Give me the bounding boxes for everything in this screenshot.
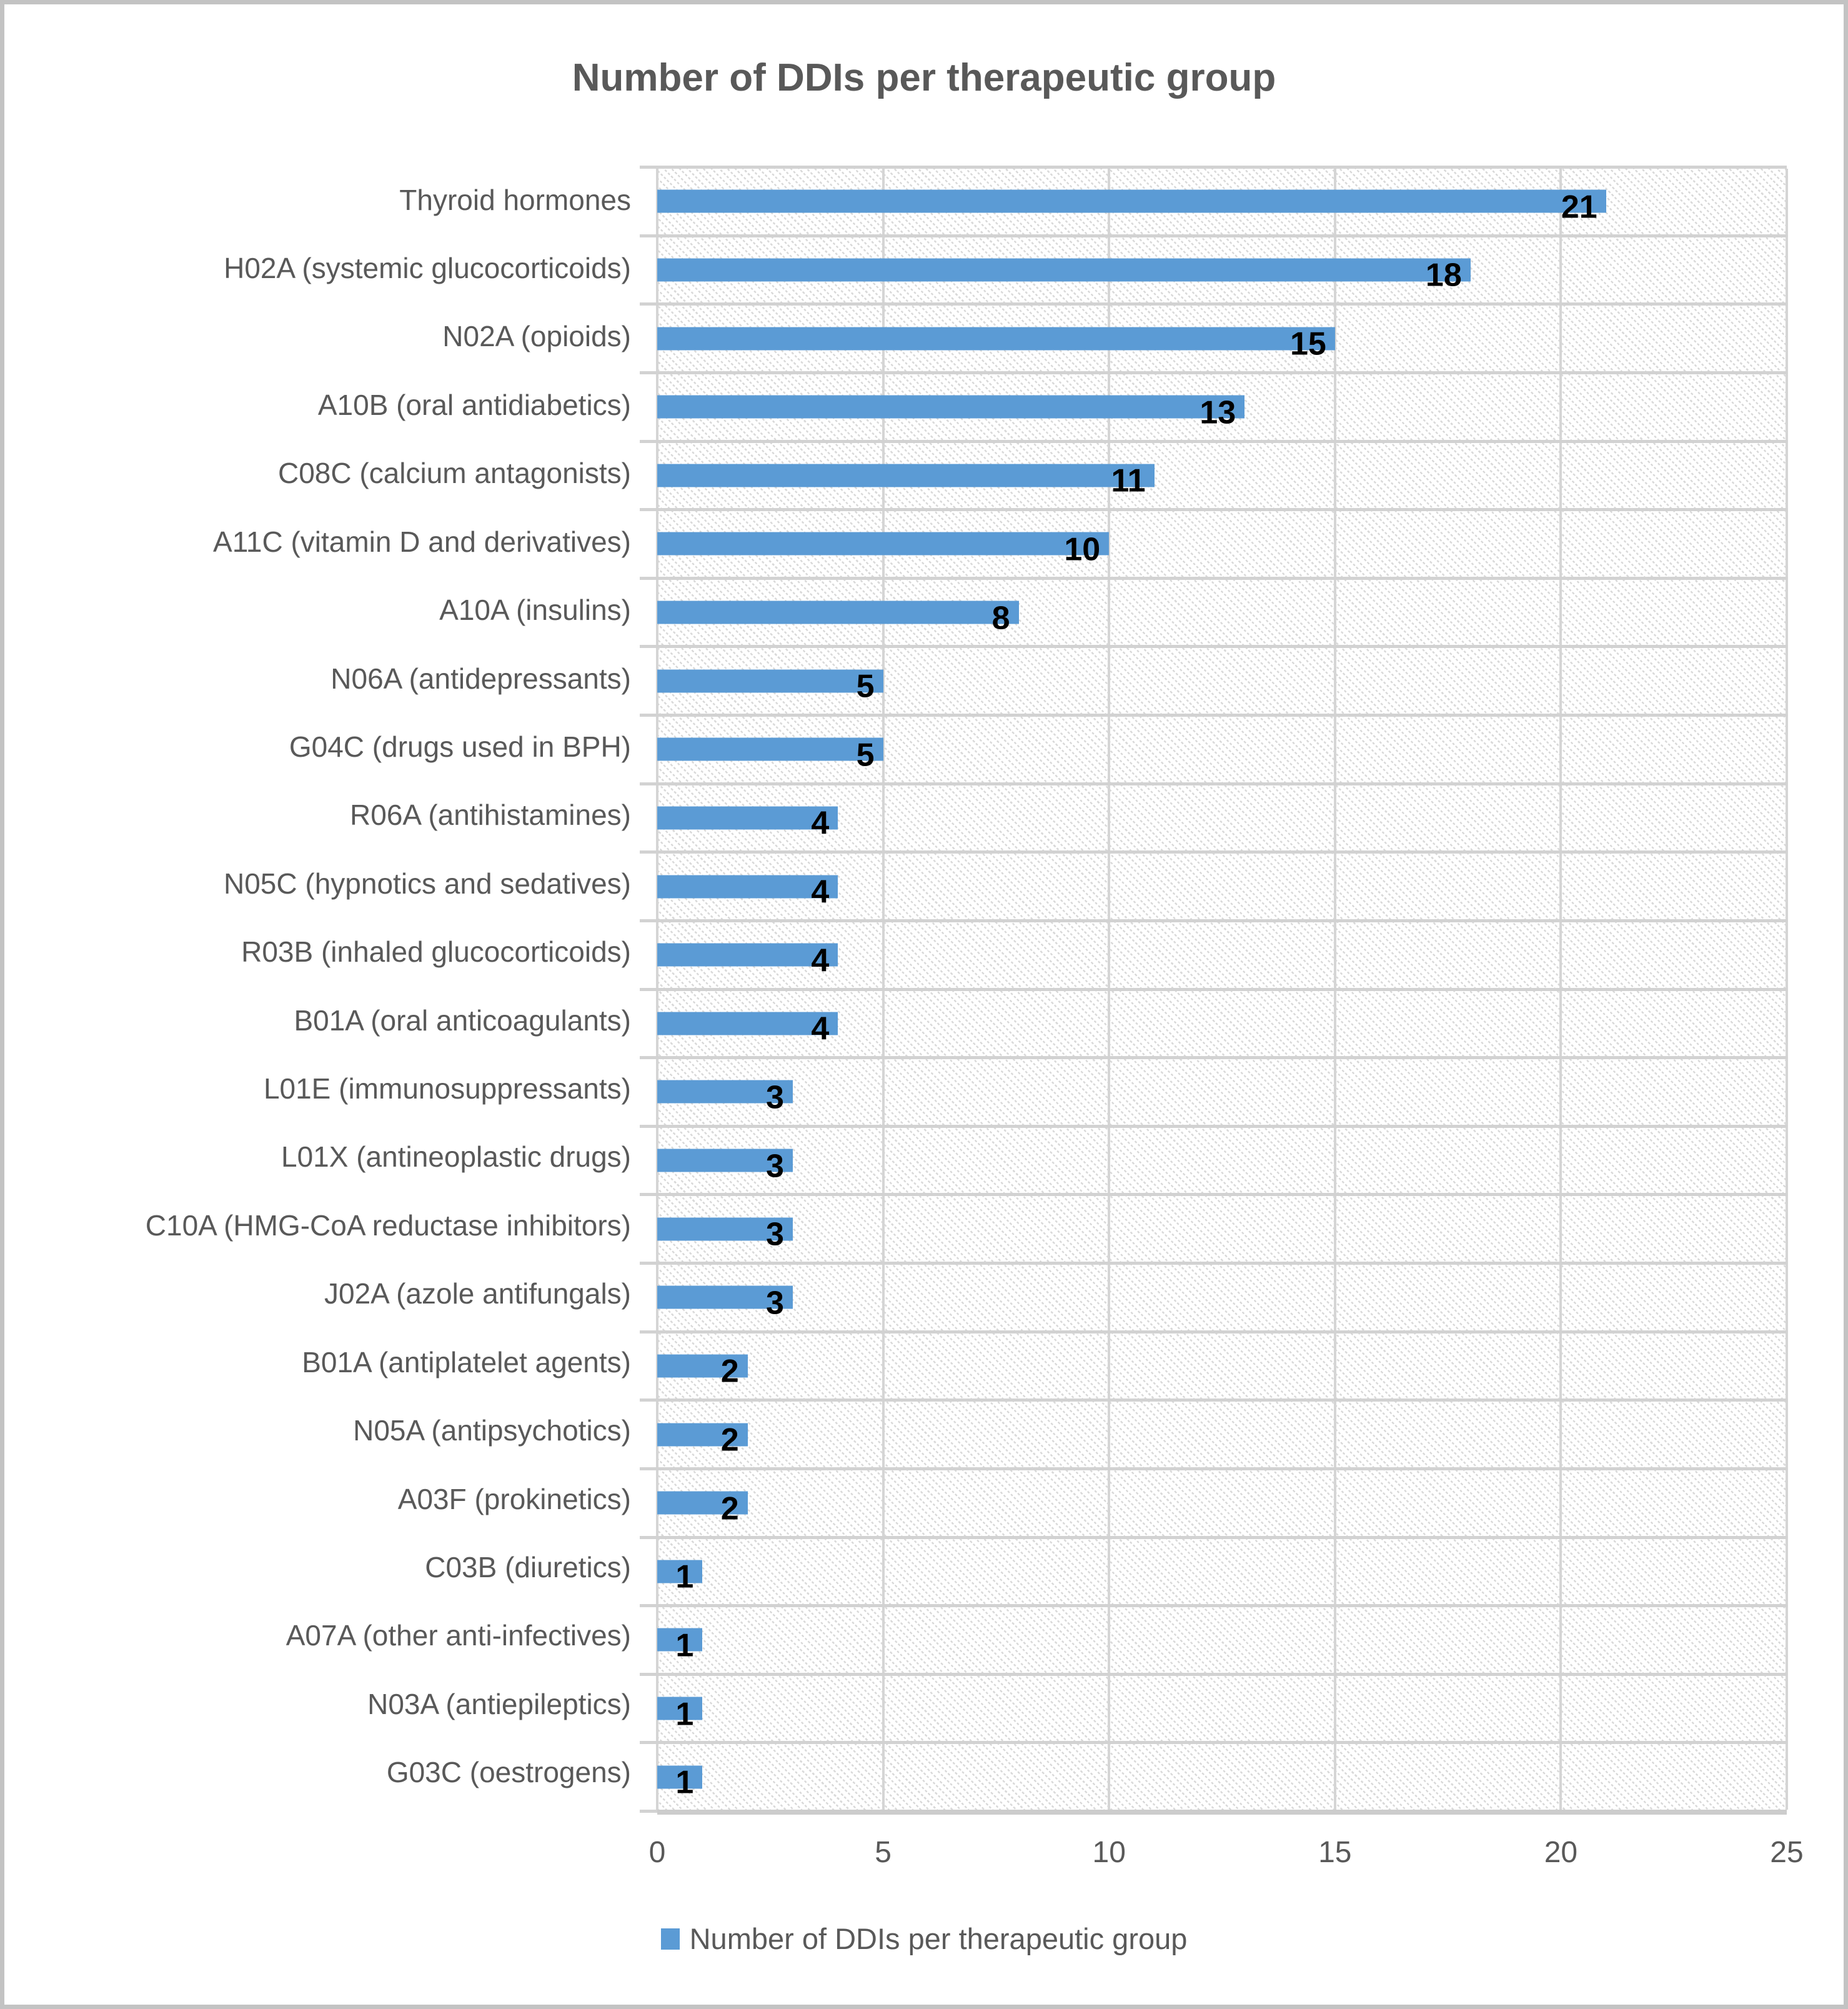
category-label: A10B (oral antidiabetics): [317, 388, 631, 421]
bar-row: 1: [640, 1744, 1787, 1813]
bar-row: 3: [640, 1196, 1787, 1265]
category-label: N05A (antipsychotics): [353, 1414, 631, 1447]
bar: 5: [657, 737, 883, 771]
category-axis-labels: Thyroid hormones H02A (systemic glucocort…: [4, 166, 631, 1807]
x-axis-tick-label: 25: [1770, 1836, 1804, 1869]
bar-row: 1: [640, 1676, 1787, 1745]
bar: 4: [657, 875, 838, 909]
category-label: N05C (hypnotics and sedatives): [224, 867, 631, 900]
bar-row: 15: [640, 306, 1787, 374]
bar: 10: [657, 532, 1110, 566]
bar-row: 2: [640, 1334, 1787, 1402]
bar: 2: [657, 1491, 748, 1525]
bar-row: 11: [640, 443, 1787, 512]
bar: 2: [657, 1423, 748, 1457]
x-axis-tick-label: 15: [1318, 1836, 1352, 1869]
category-label: A07A (other anti-infectives): [286, 1619, 631, 1652]
bar-row: 5: [640, 717, 1787, 785]
bar: 11: [657, 464, 1155, 497]
bar-row: 4: [640, 991, 1787, 1060]
bar: 4: [657, 1012, 838, 1045]
bar: 3: [657, 1149, 793, 1182]
legend-label: Number of DDIs per therapeutic group: [689, 1922, 1188, 1955]
bar-row: 1: [640, 1607, 1787, 1676]
category-label: L01E (immunosuppressants): [263, 1072, 631, 1105]
category-label: N06A (antidepressants): [330, 662, 631, 695]
bar-row: 4: [640, 854, 1787, 922]
bar-row: 8: [640, 580, 1787, 649]
category-label: H02A (systemic glucocorticoids): [224, 251, 631, 284]
bar: 18: [657, 258, 1471, 292]
bar: 3: [657, 1285, 793, 1319]
category-label: G03C (oestrogens): [386, 1756, 631, 1789]
category-label: A10A (insulins): [439, 594, 631, 627]
category-label: B01A (oral anticoagulants): [294, 1004, 631, 1037]
category-label: L01X (antineoplastic drugs): [281, 1140, 631, 1174]
bar-row: 4: [640, 922, 1787, 991]
bar: 3: [657, 1217, 793, 1251]
bar: 2: [657, 1354, 748, 1388]
category-label: A03F (prokinetics): [397, 1482, 631, 1515]
bar: 4: [657, 806, 838, 840]
x-axis: 0 5 10 15 20 25: [649, 1835, 1804, 1879]
x-axis-tick-label: 0: [648, 1836, 666, 1869]
bar-row: 1: [640, 1539, 1787, 1608]
plot-rows: 21 18 15 13 11 10 8 5 5 4 4 4 4 3 3 3 3 2 2 2 1 1 1 1: [640, 166, 1787, 1813]
bar: 8: [657, 601, 1019, 634]
category-label: C03B (diuretics): [425, 1551, 631, 1583]
bar-row: 2: [640, 1470, 1787, 1539]
bar: 1: [657, 1628, 703, 1662]
bar: 5: [657, 669, 883, 703]
category-label: G04C (drugs used in BPH): [289, 730, 631, 763]
category-label: N03A (antiepileptics): [367, 1687, 631, 1720]
category-label: Thyroid hormones: [399, 183, 631, 216]
bar: 1: [657, 1560, 703, 1593]
x-axis-tick-label: 20: [1544, 1836, 1578, 1869]
bar-row: 3: [640, 1128, 1787, 1197]
legend-swatch-icon: [660, 1928, 680, 1950]
bar-row: 2: [640, 1402, 1787, 1470]
bar-row: 4: [640, 785, 1787, 854]
bar: 1: [657, 1697, 703, 1730]
bar: 3: [657, 1080, 793, 1114]
category-label: N02A (opioids): [442, 320, 631, 353]
category-label: C08C (calcium antagonists): [277, 457, 631, 490]
plot-area: 21 18 15 13 11 10 8 5 5 4 4 4 4 3 3 3 3 2 2 2 1 1 1 1: [640, 166, 1788, 1815]
category-label: J02A (azole antifungals): [324, 1277, 631, 1310]
bar-row: 21: [640, 166, 1787, 237]
bar-row: 5: [640, 648, 1787, 717]
bar-row: 18: [640, 237, 1787, 306]
vertical-gridline: [1786, 169, 1788, 1810]
bar: 4: [657, 943, 838, 977]
category-label: C10A (HMG-CoA reductase inhibitors): [145, 1209, 631, 1242]
bar: 21: [657, 189, 1606, 223]
chart-title: Number of DDIs per therapeutic group: [572, 56, 1276, 99]
legend: Number of DDIs per therapeutic group: [4, 1922, 1844, 1956]
bar-row: 3: [640, 1059, 1787, 1128]
x-axis-tick-label: 5: [875, 1836, 892, 1869]
bar: 13: [657, 395, 1245, 429]
bar-row: 13: [640, 374, 1787, 443]
category-label: R06A (antihistamines): [350, 799, 631, 832]
category-label: R03B (inhaled glucocorticoids): [241, 935, 631, 969]
category-label: B01A (antiplatelet agents): [302, 1345, 631, 1378]
bar-row: 10: [640, 511, 1787, 580]
bar-row: 3: [640, 1265, 1787, 1334]
bar: 1: [657, 1765, 703, 1799]
category-label: A11C (vitamin D and derivatives): [213, 525, 631, 558]
x-axis-tick-label: 10: [1092, 1836, 1126, 1869]
bar: 15: [657, 327, 1335, 361]
